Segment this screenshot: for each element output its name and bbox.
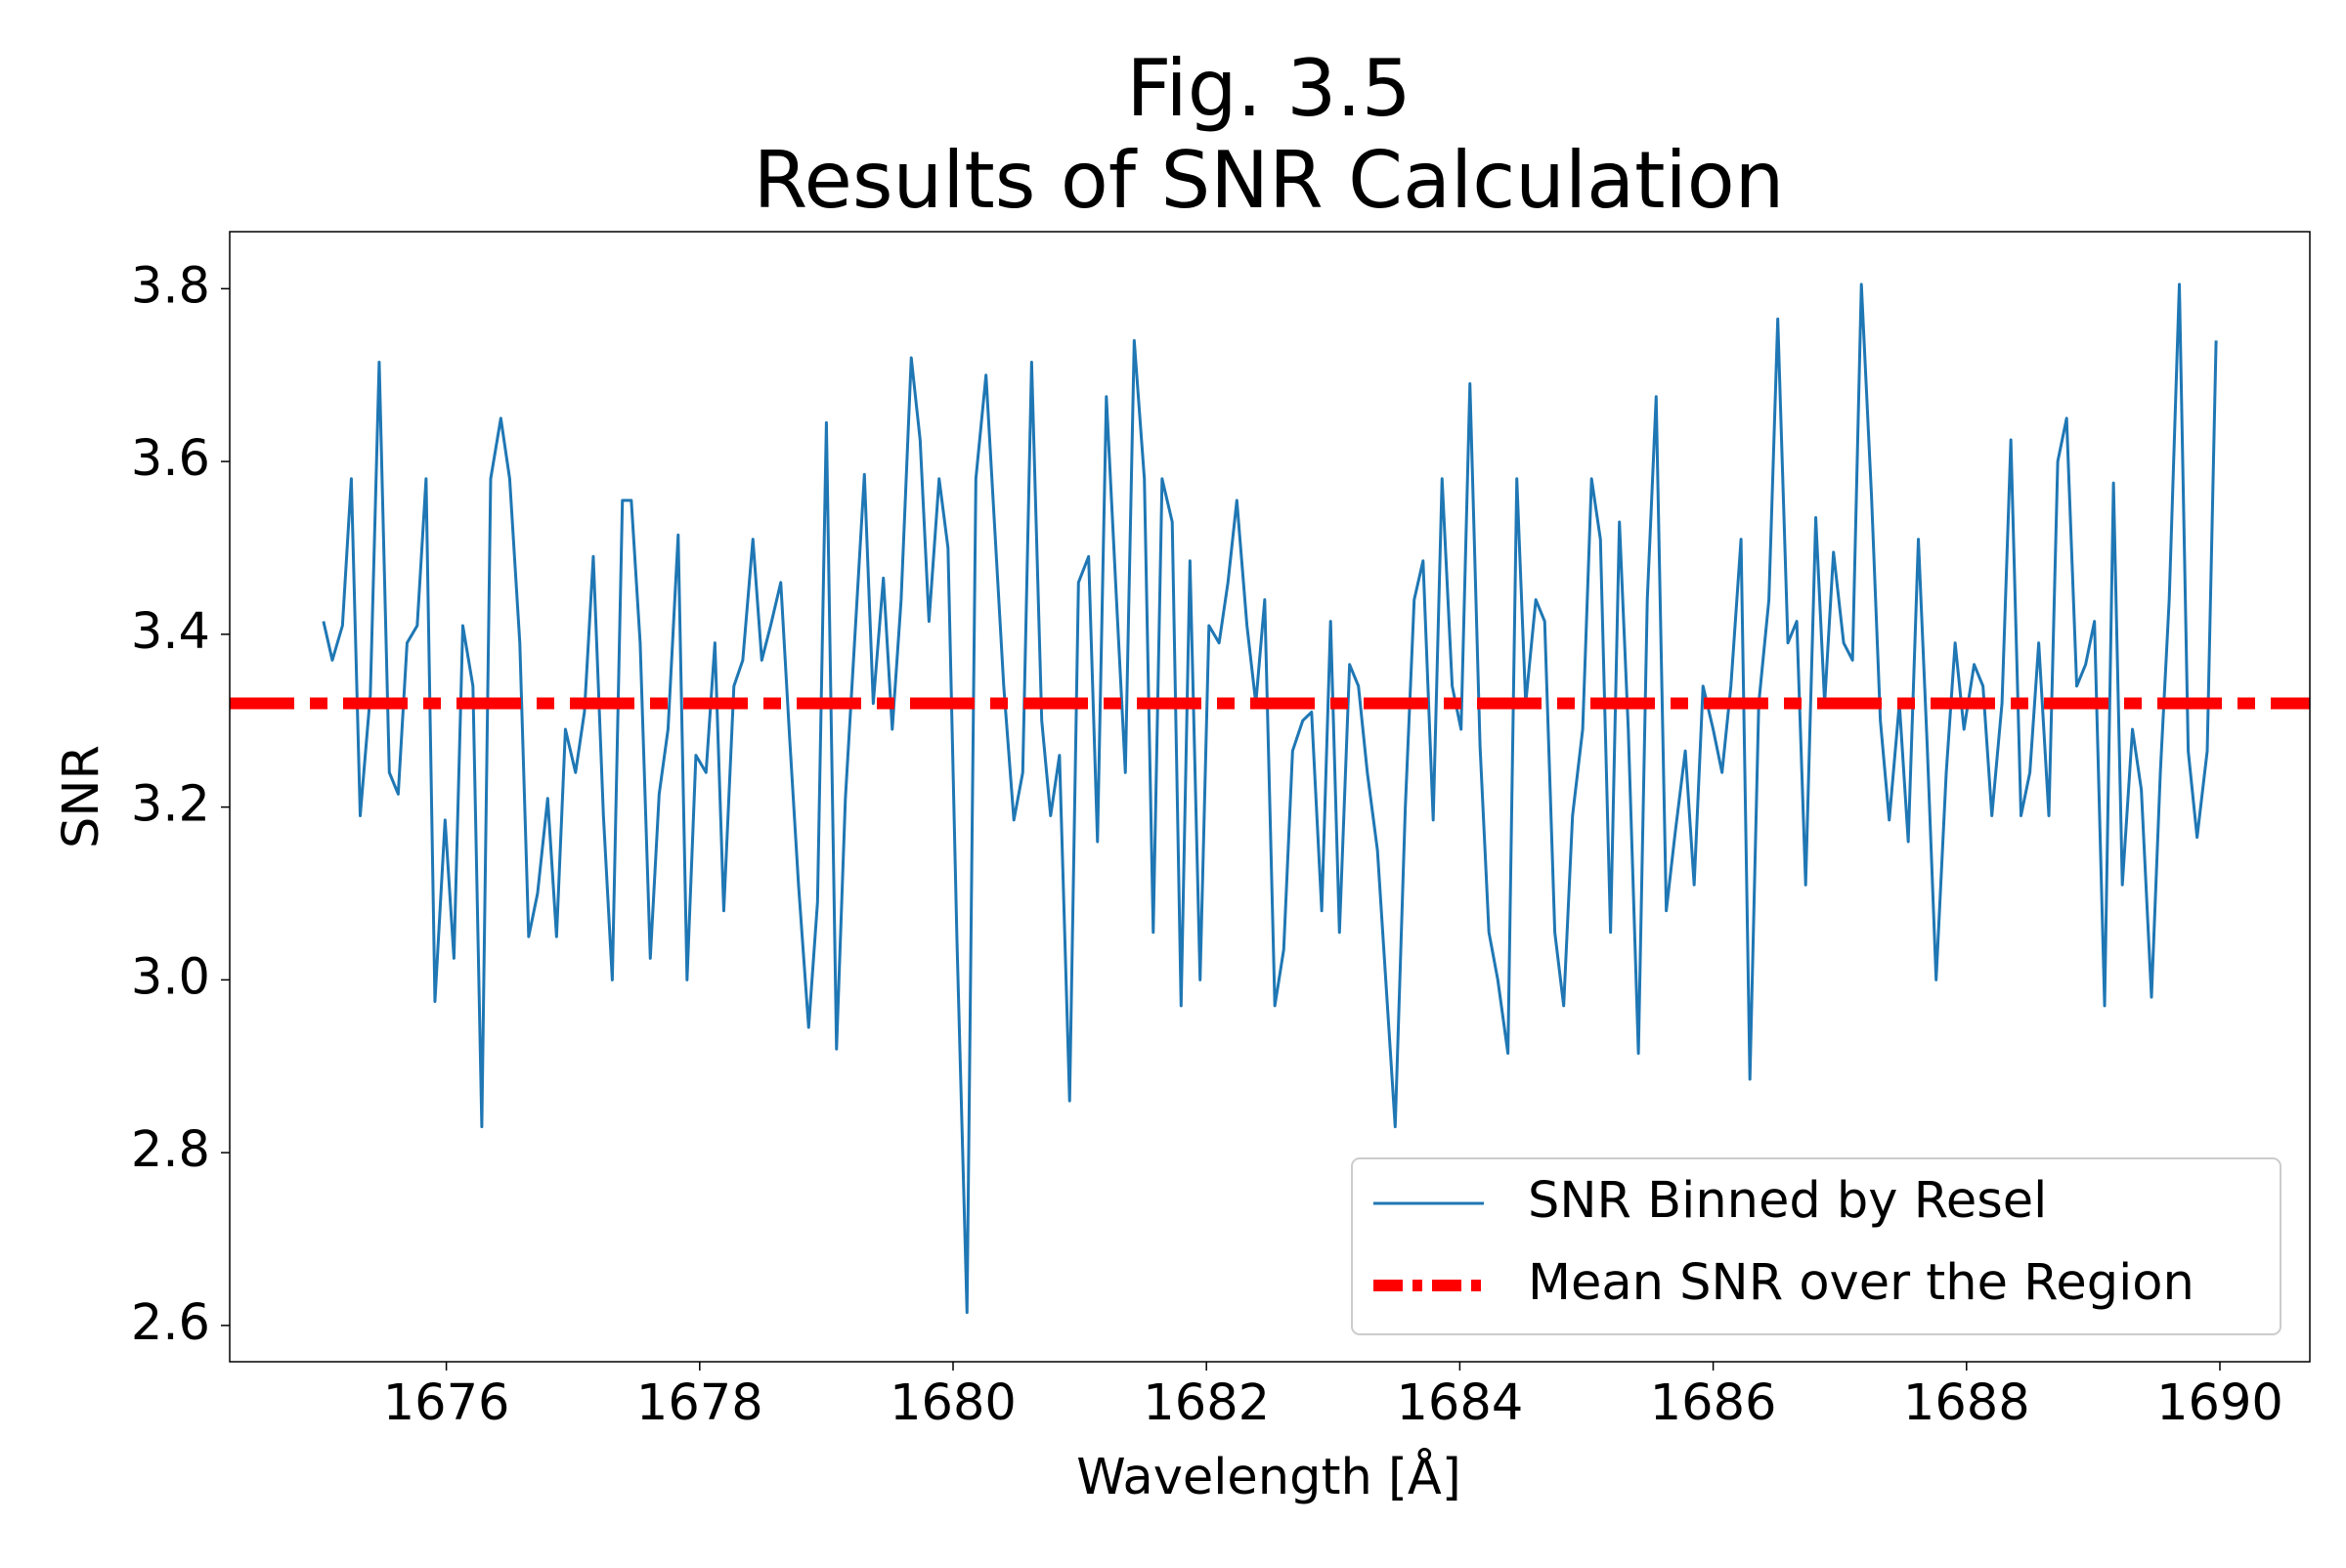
x-tick-label: 1680 [890,1374,1017,1432]
y-tick-label: 3.2 [131,776,210,834]
legend-box [1351,1157,2281,1335]
x-tick-label: 1686 [1650,1374,1777,1432]
x-tick-label: 1690 [2156,1374,2283,1432]
y-tick-label: 3.6 [131,430,210,488]
chart-title: Results of SNR Calculation [754,135,1785,226]
x-tick-label: 1688 [1903,1374,2030,1432]
plot-frame [229,231,2311,1363]
data-line [322,283,2218,1315]
x-tick-label: 1678 [636,1374,763,1432]
chart-title: Fig. 3.5 [1126,43,1411,134]
y-tick-label: 3.4 [131,603,210,661]
y-tick-label: 3.8 [131,257,210,315]
legend-label: SNR Binned by Resel [1528,1172,2047,1230]
y-tick-label: 2.8 [131,1121,210,1179]
y-axis-label: SNR [53,745,110,849]
legend-label: Mean SNR over the Region [1528,1254,2194,1312]
y-tick-label: 2.6 [131,1294,210,1352]
x-tick-label: 1684 [1396,1374,1523,1432]
x-tick-label: 1676 [383,1374,510,1432]
x-axis-label: Wavelength [Å] [1076,1446,1460,1506]
x-tick-label: 1682 [1143,1374,1270,1432]
y-tick-label: 3.0 [131,948,210,1006]
